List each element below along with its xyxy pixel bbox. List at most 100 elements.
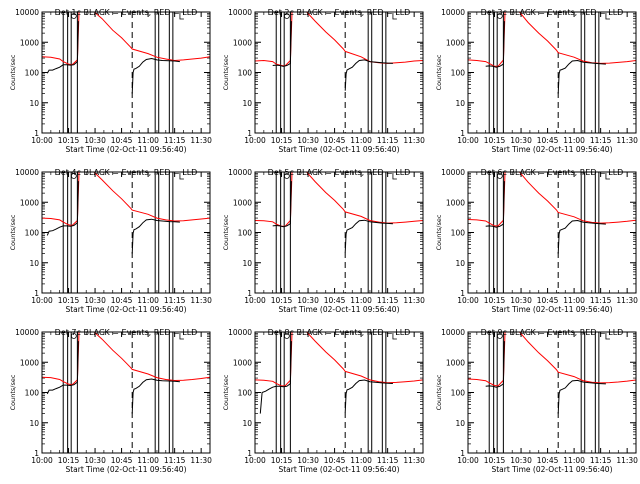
y-tick-label: 1000 — [233, 198, 252, 207]
events-series-line — [46, 341, 79, 395]
y-tick-label: 10 — [455, 99, 465, 108]
y-tick-label: 1000 — [446, 198, 465, 207]
x-tick-label: 10:30 — [84, 136, 106, 145]
x-tick-label: 10:00 — [457, 136, 479, 145]
lld-series-line — [42, 12, 210, 66]
detector-panel-2: 1 10 100 1000 10000 10:00 10:15 10:30 10:45 11:00… — [222, 8, 425, 154]
panel-frame — [467, 11, 637, 134]
x-tick-label: 10:00 — [31, 136, 53, 145]
x-tick-label: 10:15 — [271, 296, 293, 305]
time-marker-circle — [283, 333, 290, 339]
y-tick-label: 10000 — [15, 168, 39, 177]
time-marker-circle — [70, 173, 77, 179]
x-tick-label: 11:15 — [164, 136, 186, 145]
x-tick-label: 10:45 — [537, 136, 559, 145]
y-axis-label: Counts/sec — [435, 374, 443, 410]
y-axis-label: Counts/sec — [9, 54, 17, 90]
x-tick-label: 10:15 — [484, 456, 506, 465]
plot-area — [468, 332, 636, 453]
x-tick-label: 11:15 — [377, 456, 399, 465]
lld-series-line — [255, 332, 423, 387]
x-tick-label: 10:00 — [31, 456, 53, 465]
y-tick-label: 10 — [242, 419, 252, 428]
y-tick-label: 10000 — [228, 168, 252, 177]
y-tick-label: 100 — [451, 69, 466, 78]
detector-panel-7: 1 10 100 1000 10000 10:00 10:15 10:30 10:45 11:00… — [9, 328, 212, 474]
y-tick-label: 1 — [34, 289, 39, 298]
x-tick-label: 11:15 — [377, 296, 399, 305]
detector-panel-4: 1 10 100 1000 10000 10:00 10:15 10:30 10:45 11:00… — [9, 168, 212, 314]
x-axis-label: Start Time (02-Oct-11 09:56:40) — [491, 145, 612, 154]
y-tick-label: 100 — [451, 229, 466, 238]
y-tick-label: 1000 — [233, 38, 252, 47]
detector-panel-8: 1 10 100 1000 10000 10:00 10:15 10:30 10:45 11:00… — [222, 328, 425, 474]
x-tick-label: 10:00 — [244, 136, 266, 145]
events-series-line — [344, 379, 393, 413]
detector-panel-3: 1 10 100 1000 10000 10:00 10:15 10:30 10:45 11:00… — [435, 8, 638, 154]
x-axis-label: Start Time (02-Oct-11 09:56:40) — [65, 305, 186, 314]
plot-area — [468, 172, 636, 293]
y-tick-label: 1 — [460, 449, 465, 458]
panel-title: Det 3c BLACK = Events, RED = LLD — [481, 8, 624, 17]
y-axis-label: Counts/sec — [222, 374, 230, 410]
x-tick-label: 10:30 — [84, 456, 106, 465]
x-tick-label: 11:30 — [616, 296, 638, 305]
y-tick-label: 10000 — [15, 8, 39, 17]
x-tick-label: 11:15 — [164, 296, 186, 305]
y-tick-label: 10000 — [15, 328, 39, 337]
x-axis-label: Start Time (02-Oct-11 09:56:40) — [65, 465, 186, 474]
x-tick-label: 10:00 — [457, 456, 479, 465]
y-tick-label: 1000 — [446, 358, 465, 367]
y-tick-label: 10 — [29, 419, 39, 428]
lld-series-line — [468, 332, 636, 387]
events-series-line — [272, 21, 292, 67]
x-tick-label: 10:45 — [537, 456, 559, 465]
x-tick-label: 10:45 — [324, 136, 346, 145]
x-tick-label: 10:00 — [457, 296, 479, 305]
y-axis-label: Counts/sec — [435, 214, 443, 250]
x-tick-label: 11:15 — [590, 296, 612, 305]
x-tick-label: 10:15 — [58, 456, 80, 465]
y-tick-label: 1 — [247, 449, 252, 458]
lld-series-line — [255, 172, 423, 227]
y-tick-label: 10 — [29, 99, 39, 108]
events-series-line — [131, 378, 180, 414]
y-tick-label: 1 — [247, 289, 252, 298]
events-series-line — [557, 219, 606, 254]
y-tick-label: 1000 — [20, 38, 39, 47]
time-marker-circle — [283, 173, 290, 179]
plot-area — [42, 172, 210, 293]
time-marker-bracket — [392, 13, 397, 20]
panel-title: Det 5c BLACK = Events, RED = LLD — [268, 168, 411, 177]
lld-series-line — [42, 172, 210, 227]
panel-title: Det 8c BLACK = Events, RED = LLD — [268, 328, 411, 337]
x-axis-label: Start Time (02-Oct-11 09:56:40) — [65, 145, 186, 154]
y-axis-label: Counts/sec — [9, 374, 17, 410]
x-tick-label: 10:15 — [58, 136, 80, 145]
events-series-line — [557, 59, 606, 94]
x-tick-label: 10:30 — [84, 296, 106, 305]
panel-frame — [254, 171, 424, 294]
x-tick-label: 11:30 — [403, 296, 425, 305]
x-axis-label: Start Time (02-Oct-11 09:56:40) — [278, 305, 399, 314]
events-series-line — [344, 59, 393, 91]
y-tick-label: 100 — [238, 389, 253, 398]
x-tick-label: 10:45 — [324, 296, 346, 305]
x-tick-label: 10:00 — [244, 296, 266, 305]
y-tick-label: 100 — [25, 389, 40, 398]
lld-series-line — [468, 172, 636, 227]
x-tick-label: 10:15 — [271, 456, 293, 465]
lld-series-line — [468, 12, 636, 67]
events-series-line — [485, 341, 505, 388]
x-tick-label: 10:45 — [111, 296, 133, 305]
x-tick-label: 10:45 — [111, 136, 133, 145]
x-tick-label: 11:30 — [190, 296, 212, 305]
y-tick-label: 1000 — [20, 358, 39, 367]
lld-series-line — [42, 332, 210, 386]
y-axis-label: Counts/sec — [222, 54, 230, 90]
detector-panel-9: 1 10 100 1000 10000 10:00 10:15 10:30 10:45 11:00… — [435, 328, 638, 474]
y-tick-label: 100 — [451, 389, 466, 398]
x-tick-label: 11:30 — [616, 456, 638, 465]
events-series-line — [485, 181, 505, 228]
